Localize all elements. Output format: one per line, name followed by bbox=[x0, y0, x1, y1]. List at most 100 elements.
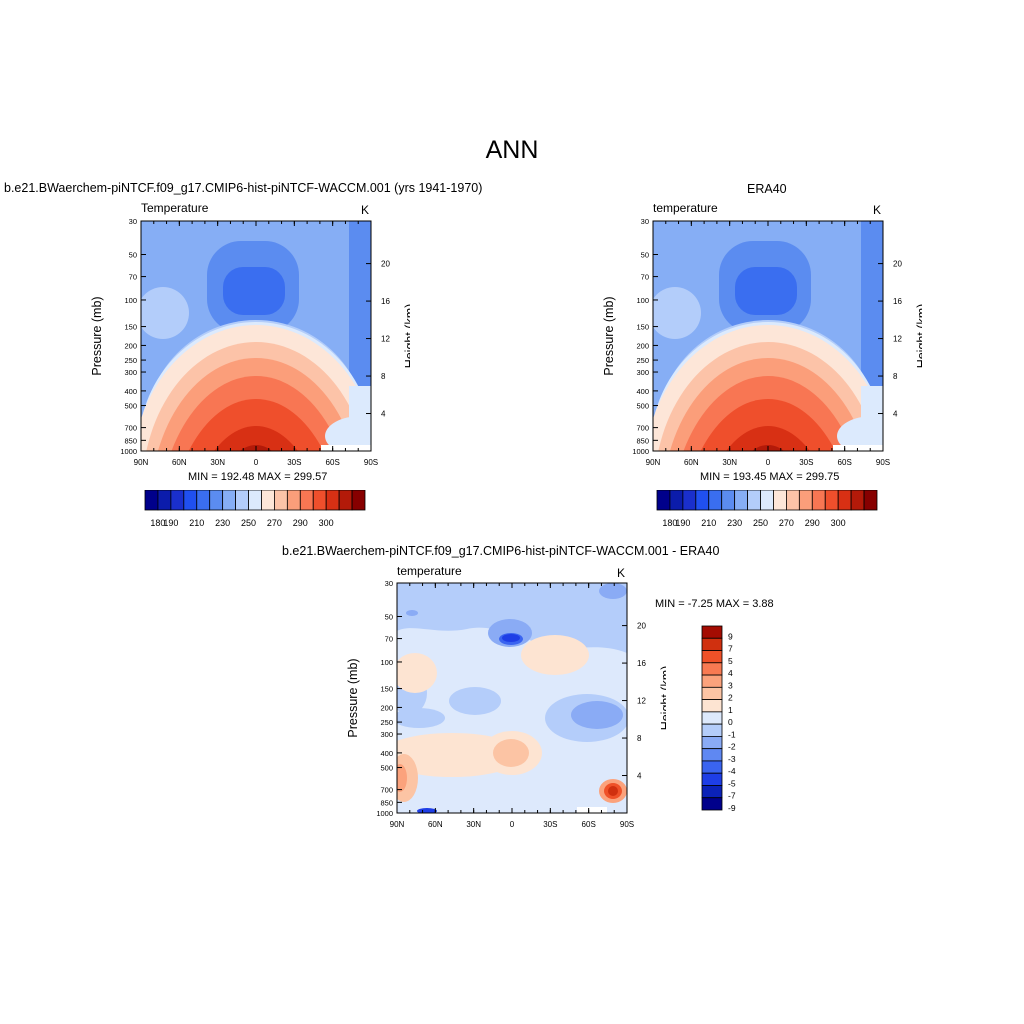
colorbar-cell bbox=[669, 490, 684, 511]
height-tick-label: 12 bbox=[893, 335, 902, 344]
y-tick-label: 300 bbox=[636, 368, 649, 377]
colorbar-cell bbox=[701, 772, 723, 786]
main-title: ANN bbox=[485, 136, 539, 164]
contour-band bbox=[397, 764, 407, 792]
y-tick-label: 250 bbox=[636, 356, 649, 365]
colorbar-cell bbox=[701, 748, 723, 762]
colorbar-label: 190 bbox=[163, 518, 178, 528]
right-axis-label: Height (km) bbox=[659, 666, 666, 731]
y-tick-label: 300 bbox=[124, 368, 137, 377]
colorbar-cell bbox=[708, 490, 723, 511]
x-tick-label: 30S bbox=[799, 458, 813, 467]
y-tick-label: 250 bbox=[124, 356, 137, 365]
y-tick-label: 30 bbox=[129, 217, 137, 226]
right-axis-label: Height (km) bbox=[403, 304, 410, 369]
height-tick-label: 16 bbox=[381, 297, 390, 306]
colorbar-cell bbox=[338, 490, 353, 511]
height-tick-label: 16 bbox=[637, 659, 646, 668]
colorbar-label: 180 bbox=[150, 518, 165, 528]
colorbar-cell bbox=[863, 490, 878, 511]
colorbar-cell bbox=[656, 490, 671, 511]
panel3-contour-plot: 90N 60N 30N 0 30S 60S 90S 30 50 70 100 150 200 250 300… bbox=[346, 579, 666, 829]
x-tick-label: 30N bbox=[466, 820, 481, 829]
colorbar-cell bbox=[682, 490, 697, 511]
y-tick-label: 30 bbox=[641, 217, 649, 226]
colorbar-cell bbox=[701, 650, 723, 664]
panel1-title: b.e21.BWaerchem-piNTCF.f09_g17.CMIP6-his… bbox=[4, 181, 483, 195]
x-tick-label: 0 bbox=[254, 458, 259, 467]
x-tick-label: 60N bbox=[428, 820, 443, 829]
colorbar-cell bbox=[773, 490, 787, 511]
height-tick-label: 8 bbox=[893, 372, 898, 381]
y-tick-label: 70 bbox=[129, 273, 137, 282]
panel3-units: K bbox=[617, 566, 626, 580]
y-tick-label: 400 bbox=[380, 749, 393, 758]
colorbar-label: 180 bbox=[662, 518, 677, 528]
panel2-title: ERA40 bbox=[747, 182, 787, 196]
colorbar-label: 210 bbox=[189, 518, 204, 528]
colorbar-cell bbox=[701, 674, 723, 688]
y-tick-label: 150 bbox=[124, 323, 137, 332]
colorbar-label: 230 bbox=[215, 518, 230, 528]
colorbar-label: -5 bbox=[728, 778, 736, 788]
panel1-contour-plot: 90N 60N 30N 0 30S 60S 90S 30 50 70 100 150 200 250 300… bbox=[90, 217, 410, 467]
height-tick-label: 4 bbox=[637, 772, 642, 781]
colorbar-cell bbox=[786, 490, 800, 511]
x-tick-label: 90N bbox=[646, 458, 661, 467]
y-tick-label: 700 bbox=[124, 424, 137, 433]
y-axis-label: Pressure (mb) bbox=[602, 296, 616, 375]
contour-band bbox=[223, 267, 285, 315]
colorbar-cell bbox=[811, 490, 826, 511]
contour-band bbox=[449, 687, 501, 715]
height-tick-label: 20 bbox=[893, 260, 902, 269]
y-tick-label: 1000 bbox=[376, 809, 393, 818]
y-tick-label: 100 bbox=[636, 296, 649, 305]
colorbar-cell bbox=[248, 490, 262, 511]
colorbar-cell bbox=[701, 785, 723, 799]
y-tick-label: 850 bbox=[380, 798, 393, 807]
colorbar-label: 300 bbox=[319, 518, 334, 528]
colorbar-label: 7 bbox=[728, 644, 733, 654]
y-tick-label: 200 bbox=[124, 341, 137, 350]
colorbar-cell bbox=[157, 490, 172, 511]
y-tick-label: 70 bbox=[641, 273, 649, 282]
contour-band bbox=[406, 610, 418, 616]
y-tick-label: 500 bbox=[124, 402, 137, 411]
colorbar-cell bbox=[274, 490, 288, 511]
colorbar-cell bbox=[170, 490, 185, 511]
y-tick-label: 50 bbox=[641, 251, 649, 260]
colorbar-cell bbox=[701, 637, 723, 651]
missing-data bbox=[833, 445, 883, 451]
height-tick-label: 8 bbox=[381, 372, 386, 381]
colorbar-label: 250 bbox=[241, 518, 256, 528]
height-tick-label: 20 bbox=[637, 622, 646, 631]
colorbar-label: 210 bbox=[701, 518, 716, 528]
colorbar-label: -2 bbox=[728, 742, 736, 752]
contour-fill bbox=[653, 221, 883, 451]
colorbar-label: -7 bbox=[728, 791, 736, 801]
x-tick-label: 30S bbox=[543, 820, 557, 829]
y-tick-label: 200 bbox=[380, 703, 393, 712]
x-tick-label: 30N bbox=[210, 458, 225, 467]
colorbar-label: 270 bbox=[779, 518, 794, 528]
colorbar-cell bbox=[183, 490, 198, 511]
contour-band bbox=[188, 399, 324, 451]
y-tick-label: 250 bbox=[380, 718, 393, 727]
missing-data bbox=[577, 807, 607, 813]
contour-band bbox=[214, 426, 298, 451]
right-axis-label: Height (km) bbox=[915, 304, 922, 369]
height-tick-label: 12 bbox=[637, 697, 646, 706]
contour-band bbox=[861, 386, 883, 451]
colorbar-label: -3 bbox=[728, 754, 736, 764]
contour-band bbox=[608, 786, 618, 796]
y-tick-label: 700 bbox=[380, 786, 393, 795]
colorbar-cell bbox=[701, 699, 723, 713]
colorbar-cell bbox=[701, 760, 723, 774]
x-tick-label: 60S bbox=[838, 458, 852, 467]
panel3-variable: temperature bbox=[397, 564, 462, 578]
x-tick-label: 90N bbox=[390, 820, 405, 829]
contour-band bbox=[861, 221, 883, 416]
y-tick-label: 400 bbox=[124, 387, 137, 396]
